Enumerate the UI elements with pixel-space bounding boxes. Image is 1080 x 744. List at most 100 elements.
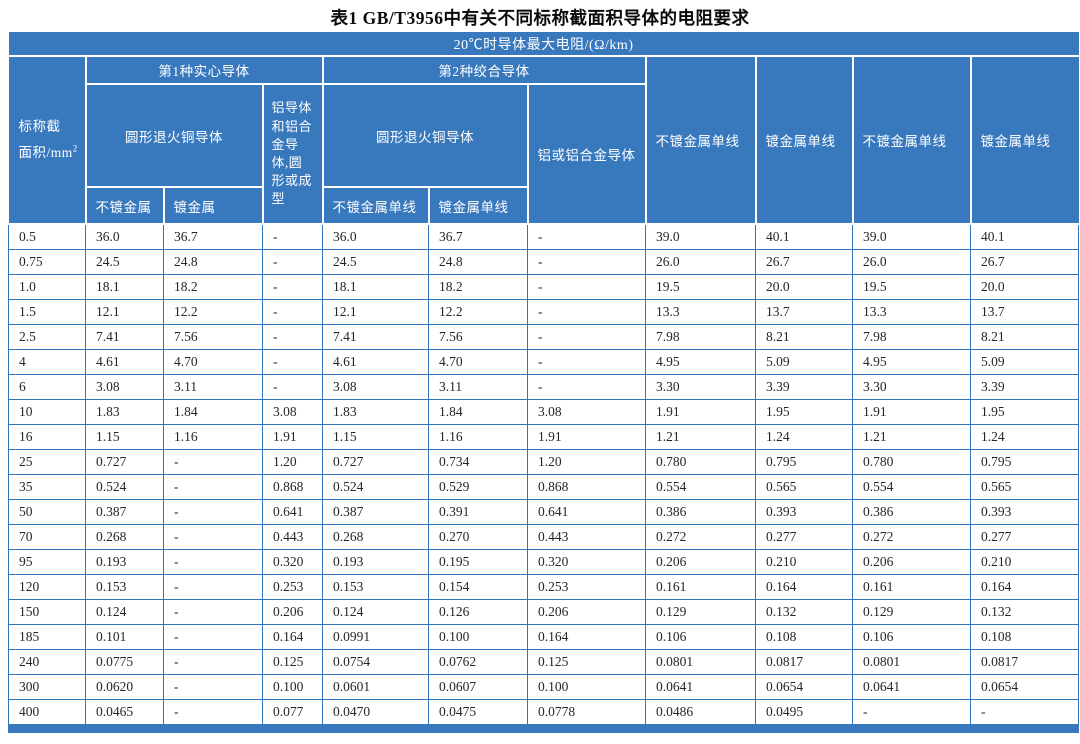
resistance-value-cell: 13.3 (852, 299, 971, 325)
row-size-cell: 10 (8, 399, 86, 425)
resistance-value-cell: 0.124 (85, 599, 164, 625)
resistance-value-cell: 13.7 (755, 299, 853, 325)
resistance-value-cell: 3.11 (428, 374, 528, 400)
table-header: 20℃时导体最大电阻/(Ω/km) 标称截 面积/mm2 第1种实心导体 第2种绞… (8, 32, 1079, 225)
resistance-value-cell: 0.524 (85, 474, 164, 500)
resistance-value-cell: 0.554 (852, 474, 971, 500)
resistance-value-cell: 1.16 (163, 424, 263, 450)
resistance-value-cell: 0.0601 (322, 674, 429, 700)
header-g2-uncoated-wire: 不镀金属单线 (321, 186, 430, 225)
resistance-value-cell: 1.24 (755, 424, 853, 450)
resistance-value-cell: 0.641 (527, 499, 646, 525)
resistance-value-cell: 0.0775 (85, 649, 164, 675)
resistance-value-cell: 0.0778 (527, 699, 646, 729)
resistance-value-cell: 0.868 (527, 474, 646, 500)
resistance-value-cell: 1.20 (527, 449, 646, 475)
resistance-value-cell: - (163, 524, 263, 550)
resistance-value-cell: 3.08 (322, 374, 429, 400)
row-size-cell: 0.75 (8, 249, 86, 275)
resistance-value-cell: 1.91 (852, 399, 971, 425)
resistance-value-cell: 36.0 (85, 223, 164, 250)
resistance-value-cell: - (262, 349, 323, 375)
resistance-value-cell: 0.734 (428, 449, 528, 475)
resistance-value-cell: 0.100 (262, 674, 323, 700)
resistance-value-cell: 3.39 (755, 374, 853, 400)
resistance-value-cell: 39.0 (645, 223, 756, 250)
resistance-value-cell: 3.30 (645, 374, 756, 400)
row-size-cell: 300 (8, 674, 86, 700)
resistance-value-cell: 1.84 (428, 399, 528, 425)
resistance-value-cell: 0.193 (85, 549, 164, 575)
resistance-value-cell: 1.15 (85, 424, 164, 450)
resistance-value-cell: 24.5 (85, 249, 164, 275)
resistance-value-cell: 19.5 (852, 274, 971, 300)
row-size-cell: 70 (8, 524, 86, 550)
resistance-value-cell: 1.83 (85, 399, 164, 425)
resistance-value-cell: 18.2 (428, 274, 528, 300)
resistance-value-cell: 0.0991 (322, 624, 429, 650)
resistance-value-cell: 0.164 (527, 624, 646, 650)
resistance-value-cell: 0.154 (428, 574, 528, 600)
resistance-value-cell: 0.0486 (645, 699, 756, 729)
resistance-value-cell: 0.529 (428, 474, 528, 500)
resistance-value-cell: 1.91 (645, 399, 756, 425)
header-g1-aluminium: 铝导体和铝合金导体,圆形或成型 (261, 83, 324, 225)
resistance-value-cell: 0.391 (428, 499, 528, 525)
resistance-value-cell: 3.11 (163, 374, 263, 400)
resistance-value-cell: 40.1 (755, 223, 853, 250)
table-row: 150 0.124-0.206 0.124 0.126 0.206 0.129 0.132 0… (8, 599, 1080, 625)
resistance-value-cell: 0.727 (322, 449, 429, 475)
resistance-value-cell: 0.565 (755, 474, 853, 500)
resistance-value-cell: 4.61 (322, 349, 429, 375)
resistance-value-cell: 0.387 (322, 499, 429, 525)
resistance-value-cell: 0.210 (755, 549, 853, 575)
resistance-value-cell: 0.727 (85, 449, 164, 475)
resistance-value-cell: - (163, 499, 263, 525)
resistance-value-cell: 5.09 (969, 349, 1080, 375)
resistance-value-cell: 3.39 (969, 374, 1080, 400)
resistance-value-cell: 0.0817 (969, 649, 1080, 675)
row-size-cell: 185 (8, 624, 86, 650)
nominal-area-line1: 标称截 (18, 119, 61, 135)
resistance-value-cell: 12.2 (428, 299, 528, 325)
resistance-value-cell: 0.106 (645, 624, 756, 650)
resistance-value-cell: - (262, 249, 323, 275)
resistance-value-cell: - (163, 624, 263, 650)
resistance-value-cell: 18.1 (85, 274, 164, 300)
resistance-value-cell: 0.443 (262, 524, 323, 550)
resistance-value-cell: 0.780 (645, 449, 756, 475)
resistance-value-cell: 8.21 (755, 324, 853, 350)
resistance-value-cell: 3.08 (85, 374, 164, 400)
resistance-value-cell: - (527, 324, 646, 350)
table-row: 120 0.153-0.253 0.153 0.154 0.253 0.161 0.164 0… (8, 574, 1080, 600)
header-g2-aluminium: 铝或铝合金导体 (526, 83, 647, 225)
row-size-cell: 150 (8, 599, 86, 625)
resistance-value-cell: 0.554 (645, 474, 756, 500)
header-coated-wire-col8: 镀金属单线 (754, 55, 854, 225)
header-g2-annealed-copper: 圆形退火铜导体 (321, 83, 529, 188)
resistance-value-cell: 0.153 (85, 574, 164, 600)
resistance-value-cell: - (163, 599, 263, 625)
resistance-value-cell: 24.8 (428, 249, 528, 275)
resistance-value-cell: 0.126 (428, 599, 528, 625)
resistance-value-cell: 0.268 (85, 524, 164, 550)
header-g1-annealed-copper: 圆形退火铜导体 (84, 83, 264, 188)
resistance-value-cell: 1.16 (428, 424, 528, 450)
resistance-value-cell: 0.393 (969, 499, 1080, 525)
table-row: 0.5 36.0 36.7-36.0 36.7-39.0 40.1 39.0 40.1 (8, 223, 1080, 250)
nominal-area-line2: 面积/mm (18, 145, 73, 160)
resistance-value-cell: - (163, 699, 263, 729)
resistance-value-cell: 0.0654 (755, 674, 853, 700)
resistance-value-cell: 0.206 (645, 549, 756, 575)
resistance-value-cell: 1.95 (969, 399, 1080, 425)
resistance-value-cell: - (163, 474, 263, 500)
header-g2-coated-wire: 镀金属单线 (427, 186, 529, 225)
resistance-value-cell: 24.5 (322, 249, 429, 275)
resistance-value-cell: 0.206 (527, 599, 646, 625)
row-size-cell: 25 (8, 449, 86, 475)
resistance-value-cell: - (527, 374, 646, 400)
resistance-value-cell: 0.077 (262, 699, 323, 729)
table-row: 6 3.08 3.11-3.08 3.11-3.30 3.39 3.30 3.39 (8, 374, 1080, 400)
table-row: 50 0.387-0.641 0.387 0.391 0.641 0.386 0.393 0.… (8, 499, 1080, 525)
resistance-value-cell: - (262, 374, 323, 400)
